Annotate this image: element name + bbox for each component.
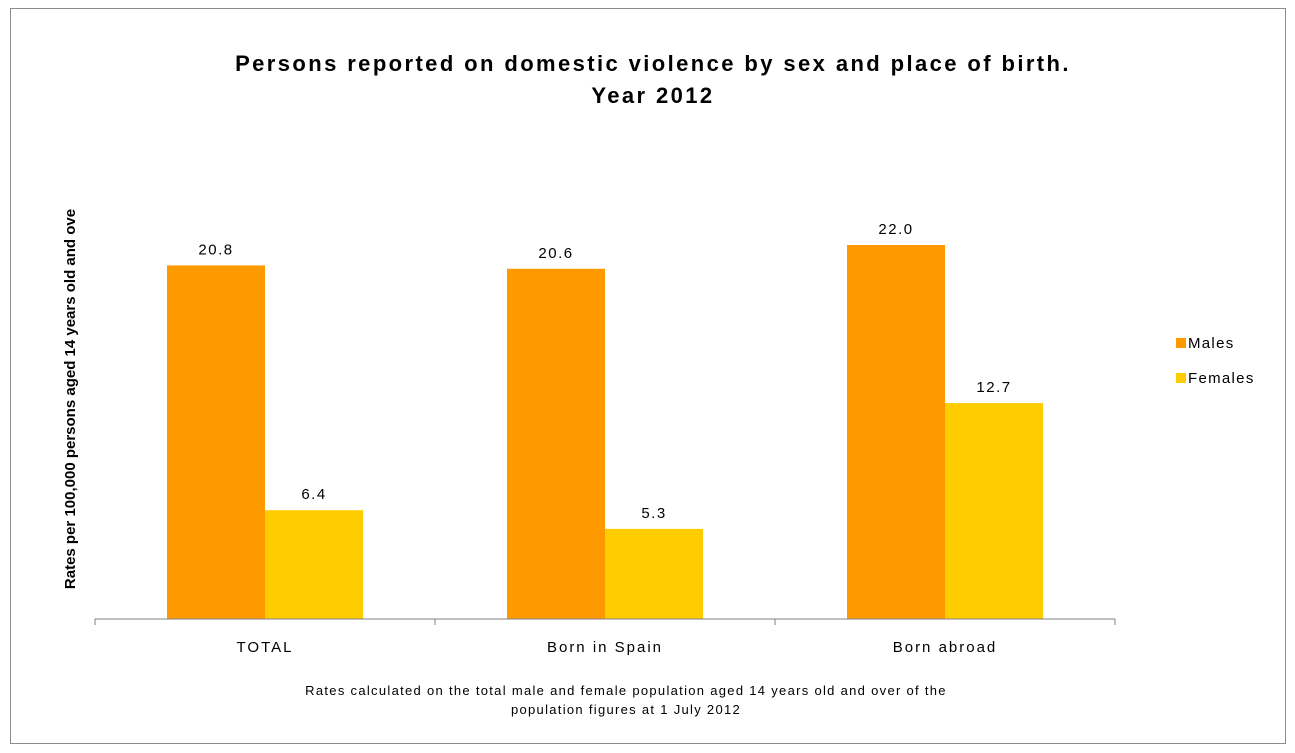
chart-svg: Persons reported on domestic violence by… (62, 51, 1255, 717)
legend-swatch-females (1176, 373, 1186, 383)
x-tick-label-born-abroad: Born abroad (893, 639, 998, 656)
data-label-females-born-abroad: 12.7 (976, 379, 1011, 396)
bar-males-born-in-spain (507, 268, 605, 619)
data-labels-group: 20.8 6.4 20.6 5.3 22.0 12.7 (198, 221, 1011, 522)
chart-title-line-2: Year 2012 (591, 83, 714, 108)
bar-males-total (167, 265, 265, 619)
data-label-males-total: 20.8 (198, 241, 233, 258)
legend-label-males: Males (1188, 335, 1235, 352)
legend-swatch-males (1176, 338, 1186, 348)
data-label-females-total: 6.4 (301, 486, 326, 503)
bar-females-born-abroad (945, 403, 1043, 619)
legend: Males Females (1176, 335, 1255, 387)
bars-group (167, 245, 1043, 619)
data-label-males-born-in-spain: 20.6 (538, 245, 573, 262)
chart-frame: Persons reported on domestic violence by… (10, 8, 1286, 744)
x-ticks-group (94, 619, 1116, 625)
bar-males-born-abroad (847, 245, 945, 619)
footnote-line-1: Rates calculated on the total male and f… (305, 683, 947, 698)
footnote-line-2: population figures at 1 July 2012 (511, 702, 741, 717)
data-label-males-born-abroad: 22.0 (878, 221, 913, 238)
data-label-females-born-in-spain: 5.3 (641, 505, 666, 522)
chart-title-line-1: Persons reported on domestic violence by… (235, 51, 1071, 76)
y-axis-label: Rates per 100,000 persons aged 14 years … (62, 209, 79, 589)
x-tick-labels-group: TOTAL Born in Spain Born abroad (237, 639, 998, 656)
legend-label-females: Females (1188, 370, 1255, 387)
x-tick-label-born-in-spain: Born in Spain (547, 639, 663, 656)
x-tick-label-total: TOTAL (237, 639, 294, 656)
bar-females-total (265, 510, 363, 619)
bar-females-born-in-spain (605, 528, 703, 619)
